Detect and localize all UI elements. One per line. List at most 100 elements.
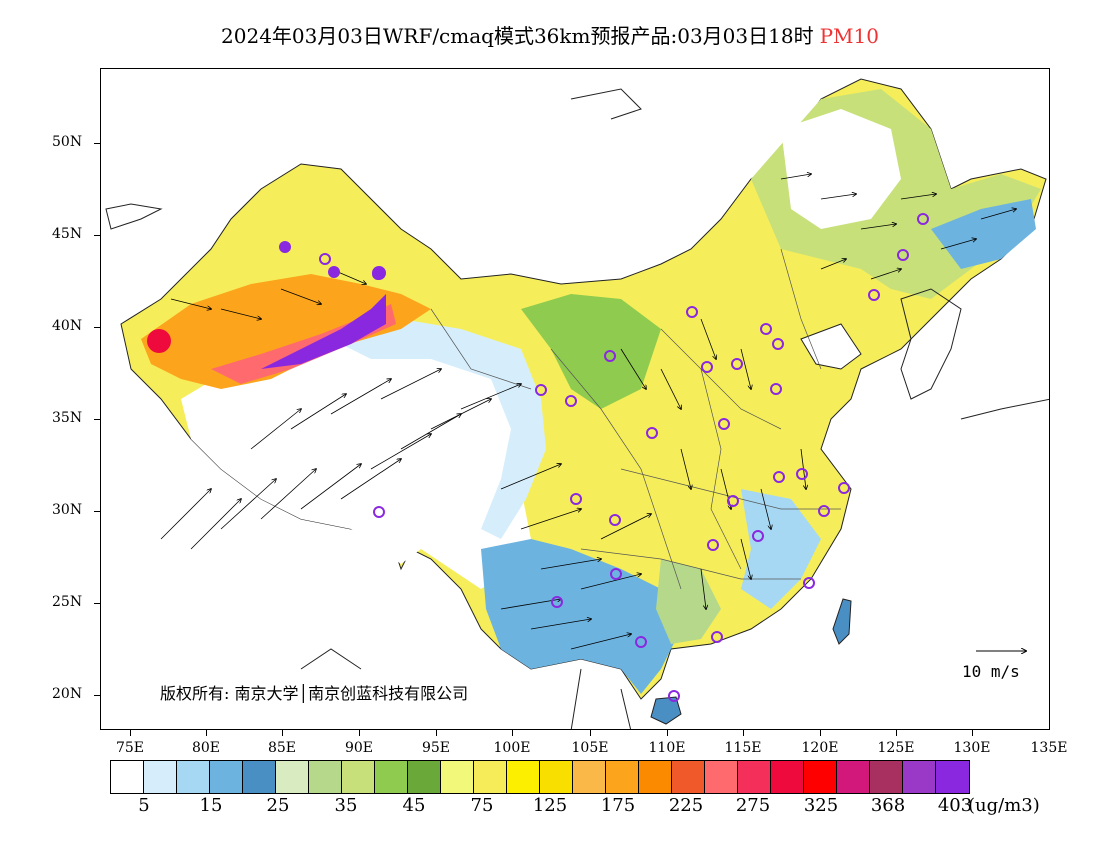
colorbar-label: 75	[470, 795, 494, 816]
lat-tick	[94, 143, 100, 144]
caspian-outline	[105, 203, 163, 230]
colorbar-swatch	[804, 761, 837, 793]
green-band-region	[521, 294, 661, 409]
colorbar-swatch	[276, 761, 309, 793]
colorbar-swatch	[672, 761, 705, 793]
lon-tick	[130, 730, 131, 736]
colorbar-label: 45	[402, 795, 426, 816]
colorbar-swatch	[474, 761, 507, 793]
lon-tick	[743, 730, 744, 736]
colorbar-swatch	[342, 761, 375, 793]
lon-label-110e: 110E	[648, 740, 686, 756]
colorbar-swatch	[705, 761, 738, 793]
lat-tick	[94, 695, 100, 696]
colorbar-swatch	[210, 761, 243, 793]
hainan-island	[650, 696, 682, 725]
lon-tick	[359, 730, 360, 736]
mongolia-border	[570, 88, 642, 120]
lat-label-20n: 20N	[52, 686, 83, 702]
colorbar-swatch	[771, 761, 804, 793]
map-title: 2024年03月03日WRF/cmaq模式36km预报产品:03月03日18时 P…	[0, 20, 1100, 49]
colorbar	[110, 760, 970, 794]
colorbar-swatch	[837, 761, 870, 793]
lon-tick	[282, 730, 283, 736]
colorbar-swatch	[738, 761, 771, 793]
lon-label-105e: 105E	[571, 740, 609, 756]
wind-vectors	[160, 174, 1016, 650]
korea-outline	[900, 288, 962, 400]
japan-outline	[960, 398, 1049, 420]
lon-label-115e: 115E	[724, 740, 762, 756]
title-variable: PM10	[819, 24, 879, 48]
lon-label-130e: 130E	[953, 740, 991, 756]
colorbar-swatch	[903, 761, 936, 793]
colorbar-swatch	[177, 761, 210, 793]
lat-label-25n: 25N	[52, 594, 83, 610]
colorbar-swatch	[936, 761, 969, 793]
northeast-blue-region	[931, 199, 1036, 269]
colorbar-swatch	[870, 761, 903, 793]
colorbar-unit: (ug/m3)	[968, 795, 1040, 816]
lat-label-35n: 35N	[52, 410, 83, 426]
tarim-purple-region	[261, 294, 386, 369]
lon-tick	[590, 730, 591, 736]
wind-reference-label: 10 m/s	[962, 662, 1020, 681]
lon-label-90e: 90E	[344, 740, 374, 756]
xinjiang-orange-region	[141, 274, 431, 389]
lat-label-50n: 50N	[52, 134, 83, 150]
lon-label-125e: 125E	[877, 740, 915, 756]
colorbar-label: 368	[870, 795, 906, 816]
lon-label-100e: 100E	[493, 740, 531, 756]
lon-label-95e: 95E	[421, 740, 451, 756]
lat-tick	[94, 419, 100, 420]
colorbar-swatch	[441, 761, 474, 793]
colorbar-swatch	[375, 761, 408, 793]
colorbar-label: 225	[668, 795, 704, 816]
lat-tick	[94, 327, 100, 328]
colorbar-swatch	[309, 761, 342, 793]
northeast-white-region	[781, 109, 901, 229]
colorbar-swatch	[408, 761, 441, 793]
lon-label-75e: 75E	[115, 740, 145, 756]
colorbar-swatch	[507, 761, 540, 793]
taiwan-island	[832, 598, 852, 645]
tibet-fringe-region	[331, 319, 546, 539]
lat-tick	[94, 511, 100, 512]
green-band-south	[656, 559, 721, 644]
city-markers	[319, 213, 929, 702]
filled-city-markers	[279, 241, 386, 280]
tibet-low-region	[181, 334, 541, 589]
colorbar-label: 15	[199, 795, 223, 816]
bohai-sea	[800, 323, 862, 370]
colorbar-label: 403	[937, 795, 973, 816]
colorbar-swatch	[573, 761, 606, 793]
title-main: 2024年03月03日WRF/cmaq模式36km预报产品:03月03日18时	[221, 24, 814, 48]
copyright-text: 版权所有: 南京大学│南京创蓝科技有限公司	[160, 684, 469, 703]
colorbar-label: 175	[600, 795, 636, 816]
colorbar-label: 25	[266, 795, 290, 816]
lat-label-30n: 30N	[52, 502, 83, 518]
colorbar-swatch	[606, 761, 639, 793]
southeast-asia-outline	[300, 648, 632, 729]
lat-label-45n: 45N	[52, 226, 83, 242]
colorbar-label: 125	[532, 795, 568, 816]
colorbar-swatch	[639, 761, 672, 793]
lon-tick	[896, 730, 897, 736]
colorbar-swatch	[111, 761, 144, 793]
lon-label-120e: 120E	[801, 740, 839, 756]
lon-tick	[820, 730, 821, 736]
lat-tick	[94, 603, 100, 604]
lon-label-80e: 80E	[191, 740, 221, 756]
west-hotspot	[147, 329, 171, 353]
colorbar-label: 325	[803, 795, 839, 816]
lat-label-40n: 40N	[52, 318, 83, 334]
lon-label-85e: 85E	[267, 740, 297, 756]
colorbar-label: 275	[735, 795, 771, 816]
colorbar-swatch	[144, 761, 177, 793]
map-plot-area	[100, 68, 1050, 730]
lat-tick	[94, 235, 100, 236]
colorbar-label: 5	[138, 795, 150, 816]
lon-tick	[512, 730, 513, 736]
colorbar-swatch	[540, 761, 573, 793]
lon-tick	[436, 730, 437, 736]
